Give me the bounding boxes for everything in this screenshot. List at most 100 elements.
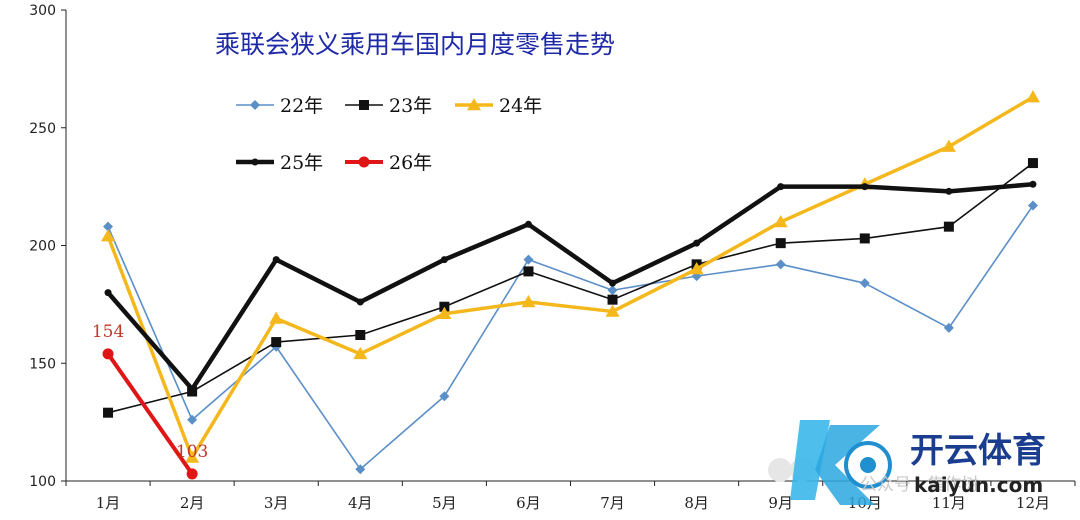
x-tick-label: 9月: [768, 494, 793, 512]
data-point: [440, 256, 448, 264]
legend-entry: 25年: [236, 152, 323, 174]
x-tick-label: 11月: [932, 494, 966, 512]
data-point: [188, 385, 196, 393]
data-point: [356, 298, 364, 306]
legend-swatch-marker: [250, 100, 260, 110]
legend-entry: 24年: [455, 95, 542, 117]
data-point: [861, 183, 869, 191]
data-point: [605, 304, 620, 317]
data-point: [187, 414, 198, 425]
watermark-logo: K: [768, 420, 892, 505]
data-point: [1027, 158, 1038, 169]
series-line: [106, 182, 1034, 392]
y-tick-label: 150: [29, 356, 56, 372]
data-point: [859, 278, 870, 289]
axes: 1001502002503001月2月3月4月5月6月7月8月9月10月11月1…: [29, 3, 1076, 512]
legend-swatch-marker: [251, 158, 259, 166]
data-point: [945, 187, 953, 195]
data-label: 154: [92, 322, 124, 342]
watermark-faded-text: 公众号 · 集作树: [860, 475, 978, 495]
data-point: [353, 346, 368, 360]
data-point: [941, 139, 956, 152]
x-tick-label: 2月: [180, 494, 205, 512]
data-point: [607, 294, 618, 305]
data-point: [271, 337, 282, 348]
logo-k-arm: [815, 425, 880, 505]
legend-label: 24年: [499, 95, 542, 117]
series-0: [103, 200, 1038, 475]
legend: 22年 23年 24年 25年 26年: [236, 95, 542, 174]
data-point: [439, 391, 450, 402]
data-point: [355, 464, 366, 475]
data-labels: 154 103: [92, 322, 209, 462]
y-tick-label: 250: [29, 121, 56, 137]
x-tick-label: 8月: [684, 494, 709, 512]
series-line: [107, 205, 1034, 471]
legend-label: 23年: [389, 95, 432, 117]
data-point: [1027, 200, 1038, 211]
x-tick-label: 5月: [432, 494, 457, 512]
data-point: [777, 183, 785, 191]
data-point: [272, 256, 280, 264]
data-point: [185, 450, 200, 463]
x-tick-label: 1月: [96, 494, 121, 512]
data-point: [269, 311, 284, 324]
legend-label: 26年: [389, 152, 432, 174]
data-point: [609, 279, 617, 287]
data-point: [101, 229, 116, 242]
data-point: [689, 262, 704, 275]
legend-label: 22年: [280, 95, 323, 117]
series-1: [103, 158, 1038, 418]
data-point: [773, 214, 788, 228]
data-point: [437, 306, 452, 320]
legend-swatch-marker: [358, 156, 370, 168]
x-tick-label: 12月: [1016, 494, 1050, 512]
data-point: [104, 289, 112, 297]
data-point: [439, 301, 450, 312]
series-2: [101, 90, 1040, 463]
wechat-icon: [768, 458, 792, 482]
watermark-name-en: kaiyun.com: [914, 473, 1043, 497]
series-line: [107, 162, 1034, 414]
data-label: 103: [176, 442, 208, 462]
y-tick-label: 200: [29, 239, 56, 255]
data-point: [775, 259, 786, 270]
data-point: [943, 221, 954, 232]
watermark: K 公众号 · 集作树 开云体育 kaiyun.com: [768, 420, 1046, 505]
data-point: [524, 220, 532, 228]
x-tick-label: 6月: [516, 494, 541, 512]
data-point: [521, 295, 536, 308]
data-point: [523, 266, 534, 277]
x-tick-label: 4月: [348, 494, 373, 512]
data-point: [355, 329, 366, 340]
legend-swatch-marker: [467, 98, 481, 111]
y-tick-label: 300: [29, 3, 56, 19]
data-point: [103, 221, 114, 232]
watermark-name-cn: 开云体育: [910, 431, 1046, 471]
soccer-ball-center: [860, 457, 876, 473]
legend-label: 25年: [280, 152, 323, 174]
data-point: [103, 407, 114, 418]
data-point: [859, 233, 870, 244]
legend-entry: 26年: [345, 152, 432, 174]
series-line: [106, 95, 1034, 460]
legend-swatch-marker: [359, 100, 369, 110]
legend-entry: 22年: [236, 95, 323, 117]
y-tick-label: 100: [29, 474, 56, 490]
series-line: [106, 352, 194, 476]
data-point: [1025, 90, 1040, 103]
data-point: [607, 285, 618, 296]
x-tick-label: 7月: [600, 494, 625, 512]
series-4: [102, 348, 198, 480]
data-point: [523, 254, 534, 265]
logo-k-stem: [790, 420, 830, 500]
data-point: [943, 322, 954, 333]
data-point: [1029, 180, 1037, 188]
data-point: [775, 238, 786, 249]
chart-title: 乘联会狭义乘用车国内月度零售走势: [215, 30, 615, 59]
data-point: [186, 468, 198, 480]
legend-entry: 23年: [345, 95, 432, 117]
data-point: [102, 348, 114, 360]
series-3: [104, 180, 1037, 393]
